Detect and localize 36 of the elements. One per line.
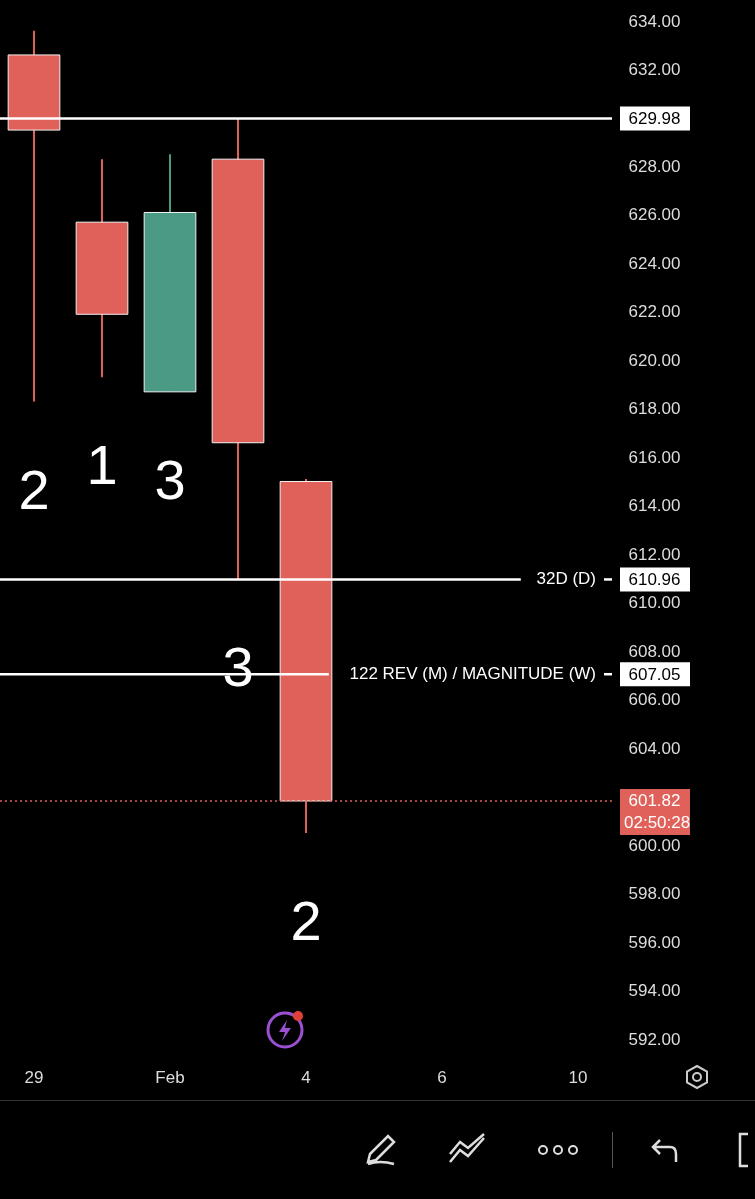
ref-line-label: 122 REV (M) / MAGNITUDE (W) — [349, 664, 596, 684]
text: 02:50:28 — [624, 812, 691, 832]
y-tick-label: 608.00 — [628, 641, 681, 661]
annotation: 2 — [18, 457, 50, 521]
x-tick-label: 10 — [568, 1067, 588, 1087]
y-tick-label: 607.05 — [628, 664, 681, 684]
annotation: 3 — [154, 447, 186, 511]
y-tick-label: 606.00 — [628, 690, 681, 710]
y-tick-label: 620.00 — [628, 350, 681, 370]
y-tick-label: 624.00 — [628, 253, 681, 273]
y-tick-label: 629.98 — [628, 108, 681, 128]
x-tick-label: 6 — [437, 1067, 447, 1087]
y-tick-label: 614.00 — [628, 496, 681, 516]
y-tick-label: 596.00 — [628, 932, 681, 952]
y-tick-label: 598.00 — [628, 884, 681, 904]
y-tick-label: 616.00 — [628, 447, 681, 467]
y-tick-label: 592.00 — [628, 1029, 681, 1049]
annotation: 2 — [290, 888, 322, 952]
y-tick-label: 628.00 — [628, 156, 681, 176]
y-tick-label: 634.00 — [628, 11, 681, 31]
y-tick-label: 626.00 — [628, 205, 681, 225]
y-tick-label: 594.00 — [628, 981, 681, 1001]
y-tick-label: 632.00 — [628, 59, 681, 79]
y-tick-label: 610.00 — [628, 593, 681, 613]
y-tick-label: 600.00 — [628, 835, 681, 855]
x-tick-label: Feb — [155, 1067, 185, 1087]
y-tick-label: 604.00 — [628, 738, 681, 758]
annotation: 1 — [86, 433, 118, 497]
y-tick-label: 622.00 — [628, 302, 681, 322]
x-tick-label: 4 — [301, 1067, 311, 1087]
y-tick-label: 610.96 — [628, 569, 681, 589]
y-tick-label: 612.00 — [628, 544, 681, 564]
y-tick-label: 601.82 — [628, 791, 681, 811]
y-tick-label: 618.00 — [628, 399, 681, 419]
x-tick-label: 29 — [24, 1067, 44, 1087]
ref-line-label: 32D (D) — [536, 569, 596, 589]
